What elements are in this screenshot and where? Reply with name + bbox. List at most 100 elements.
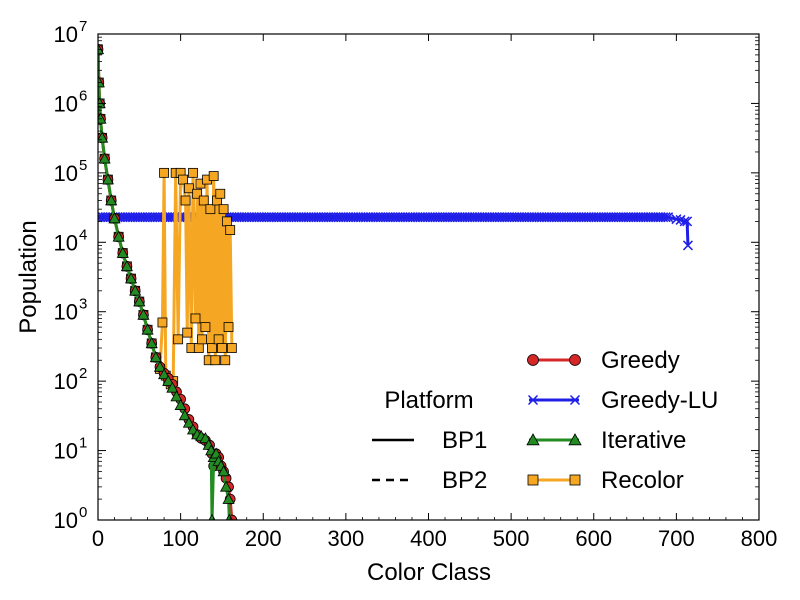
data-point-greedy-lu [682, 240, 693, 251]
data-point-iterative [124, 272, 138, 284]
y-tick-exponent: 7 [79, 18, 87, 35]
data-point-greedy-lu [663, 212, 674, 223]
data-point-recolor [221, 216, 232, 227]
y-tick-exponent: 2 [79, 365, 87, 382]
series-greedy-lu [98, 212, 693, 251]
data-point-iterative [178, 409, 191, 421]
y-tick-exponent: 6 [79, 87, 87, 104]
x-tick-label: 600 [575, 526, 612, 551]
data-point-iterative [182, 416, 195, 428]
x-tick-label: 400 [410, 526, 447, 551]
legend-marker-greedy [569, 354, 581, 366]
data-point-recolor [207, 343, 217, 353]
y-tick-label: 10 [54, 369, 78, 394]
data-point-iterative [98, 97, 106, 109]
x-tick-label: 0 [92, 526, 104, 551]
data-point-iterative [98, 76, 105, 88]
y-tick-exponent: 5 [79, 157, 87, 174]
x-tick-label: 200 [245, 526, 282, 551]
data-point-recolor [200, 322, 211, 333]
y-tick-label: 10 [54, 91, 78, 116]
y-tick-label: 10 [54, 230, 78, 255]
data-point-recolor [183, 183, 194, 194]
data-point-recolor [225, 225, 236, 235]
platform-legend: Platform BP1 BP2 [372, 387, 487, 494]
data-point-recolor [226, 343, 237, 353]
data-point-greedy-lu [679, 216, 690, 227]
data-point-recolor [215, 188, 226, 199]
y-axis-title: Population [15, 220, 42, 333]
legend-entry-greedy-lu: Greedy-LU [527, 387, 718, 414]
data-point-recolor [188, 167, 198, 178]
data-point-iterative [116, 246, 129, 258]
data-point-iterative [141, 323, 154, 335]
y-tick-base: 10 [54, 300, 78, 325]
legend-marker-recolor [569, 474, 581, 486]
data-point-iterative [101, 173, 114, 185]
y-tick-label: 10 [54, 161, 78, 186]
data-point-iterative [162, 374, 175, 386]
data-point-recolor [159, 167, 170, 178]
platform-legend-label: BP1 [442, 427, 487, 454]
data-point-recolor [223, 322, 234, 333]
y-tick-base: 10 [54, 369, 78, 394]
legend-label-iterative: Iterative [601, 427, 686, 454]
data-point-greedy-lu [660, 212, 671, 223]
data-point-recolor [192, 188, 203, 199]
data-point-iterative [129, 284, 142, 296]
y-tick-base: 10 [54, 161, 78, 186]
data-point-iterative [98, 43, 105, 55]
plot-area [98, 43, 693, 520]
data-point-recolor [220, 355, 231, 366]
y-tick-exponent: 3 [79, 296, 87, 313]
data-point-recolor [178, 174, 189, 185]
y-tick-exponent: 1 [79, 435, 87, 452]
legend-marker-recolor [527, 474, 539, 486]
data-point-recolor [205, 204, 216, 215]
data-point-iterative [166, 381, 179, 393]
data-point-recolor [180, 195, 191, 206]
legend-marker-greedy-lu [569, 394, 581, 406]
legend-marker-iterative [526, 433, 540, 446]
x-tick-label: 500 [493, 526, 530, 551]
x-tick-label: 700 [658, 526, 695, 551]
x-axis-title: Color Class [367, 559, 491, 586]
legend-marker-greedy-lu [527, 394, 539, 406]
data-point-recolor [218, 204, 229, 215]
x-tick-label: 100 [162, 526, 199, 551]
data-point-iterative [145, 337, 158, 349]
data-point-iterative [98, 112, 107, 124]
data-point-iterative [105, 194, 118, 206]
y-tick-exponent: 0 [79, 504, 87, 521]
y-tick-base: 10 [54, 439, 78, 464]
legend-entry-iterative: Iterative [526, 427, 686, 454]
platform-legend-label: BP2 [442, 467, 487, 494]
y-tick-base: 10 [54, 91, 78, 116]
data-point-iterative [137, 308, 150, 320]
data-point-greedy-lu [671, 214, 682, 225]
data-point-iterative [149, 351, 162, 363]
series-legend: Greedy Greedy-LU Iterative Recolor [526, 347, 718, 494]
data-point-greedy-lu [682, 216, 693, 227]
platform-legend-title: Platform [384, 387, 473, 414]
data-point-recolor [157, 317, 168, 328]
data-point-recolor [213, 334, 224, 345]
data-point-iterative [217, 465, 230, 477]
x-axis: 0 100 200 300 400 500 600 700 800 [92, 34, 777, 551]
legend-entry-greedy: Greedy [527, 347, 680, 374]
legend-label-greedy: Greedy [601, 347, 680, 374]
x-tick-label: 300 [328, 526, 365, 551]
y-tick-base: 10 [54, 22, 78, 47]
data-point-iterative [219, 480, 233, 492]
data-point-iterative [133, 295, 146, 307]
data-point-iterative [108, 212, 121, 224]
data-point-recolor [193, 343, 204, 353]
data-point-recolor [173, 334, 184, 345]
legend-marker-greedy [527, 354, 539, 366]
y-tick-label: 10 [54, 439, 78, 464]
data-point-recolor [190, 313, 201, 324]
data-point-recolor [197, 334, 208, 345]
